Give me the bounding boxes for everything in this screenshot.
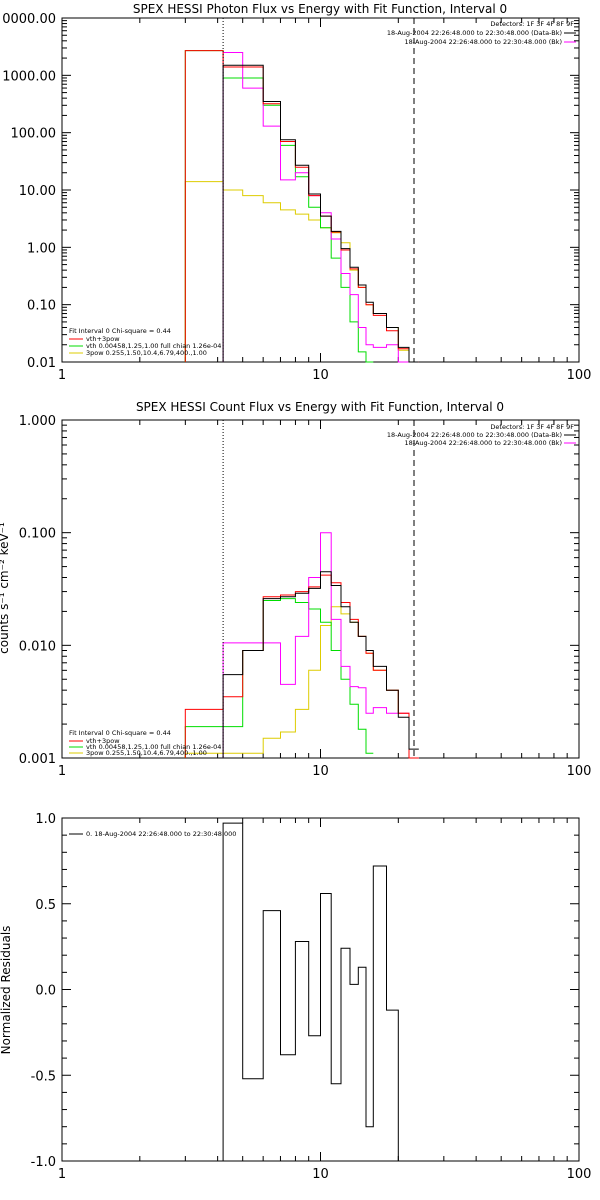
- photon-flux-legend: Fit Interval 0 Chi-square = 0.44 vth+3po…: [69, 327, 221, 357]
- photon-flux-header-bk: 18-Aug-2004 22:26:48.000 to 22:30:48.000…: [405, 38, 562, 46]
- series-bk: [222, 52, 419, 363]
- series-vth: [184, 50, 374, 363]
- count-flux-header: Detectors: 1F 3F 4F 8F 9F 18-Aug-2004 22…: [387, 423, 576, 447]
- series-residuals: [222, 822, 419, 1162]
- count-flux-header-databk: 18-Aug-2004 22:26:48.000 to 22:30:48.000…: [387, 431, 562, 439]
- y-tick-label: 1.00: [27, 241, 56, 256]
- residuals-series: [222, 822, 419, 1162]
- count-flux-header-bk: 18-Aug-2004 22:26:48.000 to 22:30:48.000…: [405, 439, 562, 447]
- photon-flux-series: [184, 18, 419, 363]
- y-tick-label: 1.0: [35, 812, 56, 827]
- photon-flux-axes-frame: [61, 17, 580, 363]
- residuals-legend: 0. 18-Aug-2004 22:26:48.000 to 22:30:48.…: [69, 830, 236, 838]
- y-tick-label: 0.5: [35, 898, 56, 913]
- count-flux-ticks: 1 10 100 1.000 0.100 0.010 0.001: [19, 414, 592, 779]
- y-tick-label: -0.5: [31, 1069, 56, 1084]
- x-tick-label: 100: [567, 764, 592, 779]
- count-flux-legend-vth: vth 0.00458,1.25,1.00 full chian 1.26e-0…: [86, 743, 221, 751]
- series-data-bk: [222, 64, 419, 363]
- photon-flux-legend-fit: vth+3pow: [86, 335, 120, 343]
- photon-flux-panel: SPEX HESSI Photon Flux vs Energy with Fi…: [2, 2, 591, 383]
- y-tick-label: 0000.00: [2, 12, 56, 27]
- residuals-panel: 1 10 100 1.0 0.5 0.0 -0.5 -1.0 Normalized Resid…: [0, 812, 591, 1182]
- series-vth: [184, 598, 374, 758]
- y-tick-label: 0.100: [19, 527, 56, 542]
- y-tick-label: 100.00: [11, 127, 57, 142]
- count-flux-title: SPEX HESSI Count Flux vs Energy with Fit…: [136, 400, 504, 414]
- count-flux-panel: SPEX HESSI Count Flux vs Energy with Fit…: [0, 400, 591, 779]
- x-tick-label: 100: [567, 1167, 592, 1182]
- photon-flux-legend-vth: vth 0.00458,1.25,1.00 full chian 1.26e-0…: [86, 342, 221, 350]
- y-tick-label: 1000.00: [2, 69, 56, 84]
- photon-flux-legend-title: Fit Interval 0 Chi-square = 0.44: [69, 327, 171, 335]
- y-tick-label: -1.0: [31, 1155, 56, 1170]
- count-flux-ylabel: counts s⁻¹ cm⁻² keV⁻¹: [0, 522, 11, 654]
- x-tick-label: 1: [58, 764, 66, 779]
- count-flux-axes-frame: [61, 419, 580, 759]
- series-bk: [222, 532, 419, 759]
- photon-flux-header: Detectors: 1F 3F 4F 8F 9F 18-Aug-2004 22…: [387, 20, 576, 46]
- x-tick-label: 100: [567, 368, 592, 383]
- series-3pow: [184, 181, 419, 363]
- y-tick-label: 1.000: [19, 414, 56, 429]
- y-tick-label: 0.01: [27, 356, 56, 371]
- photon-flux-header-detectors: Detectors: 1F 3F 4F 8F 9F: [490, 20, 574, 28]
- count-flux-legend-3pow: 3pow 0.255,1.50,10.4,6.79,400.,1.00: [86, 749, 207, 757]
- y-tick-label: 0.0: [35, 984, 56, 999]
- count-flux-series: [184, 420, 419, 759]
- x-tick-label: 10: [312, 1167, 329, 1182]
- count-flux-legend-title: Fit Interval 0 Chi-square = 0.44: [69, 729, 171, 737]
- y-tick-label: 0.001: [19, 752, 56, 767]
- x-tick-label: 10: [312, 368, 329, 383]
- residuals-ticks: 1 10 100 1.0 0.5 0.0 -0.5 -1.0: [31, 812, 592, 1182]
- y-tick-label: 0.10: [27, 299, 56, 314]
- y-tick-label: 10.00: [19, 184, 56, 199]
- series-3pow: [184, 606, 419, 759]
- x-tick-label: 1: [58, 368, 66, 383]
- series-vth-3pow: [184, 50, 419, 363]
- series-data-bk: [222, 571, 419, 758]
- count-flux-header-detectors: Detectors: 1F 3F 4F 8F 9F: [490, 423, 574, 431]
- residuals-legend-label: 0. 18-Aug-2004 22:26:48.000 to 22:30:48.…: [86, 830, 236, 838]
- x-tick-label: 1: [58, 1167, 66, 1182]
- count-flux-legend-fit: vth+3pow: [86, 737, 120, 745]
- x-tick-label: 10: [312, 764, 329, 779]
- photon-flux-header-databk: 18-Aug-2004 22:26:48.000 to 22:30:48.000…: [387, 29, 562, 37]
- count-flux-legend: Fit Interval 0 Chi-square = 0.44 vth+3po…: [69, 729, 221, 757]
- photon-flux-title: SPEX HESSI Photon Flux vs Energy with Fi…: [133, 2, 507, 16]
- photon-flux-legend-3pow: 3pow 0.255,1.50,10.4,6.79,400.,1.00: [86, 349, 207, 357]
- y-tick-label: 0.010: [19, 639, 56, 654]
- photon-flux-ticks: 1 10 100 0000.00 1000.00 100.00 10.00 1.00 0.10 0…: [2, 12, 591, 383]
- residuals-ylabel: Normalized Residuals: [0, 926, 13, 1055]
